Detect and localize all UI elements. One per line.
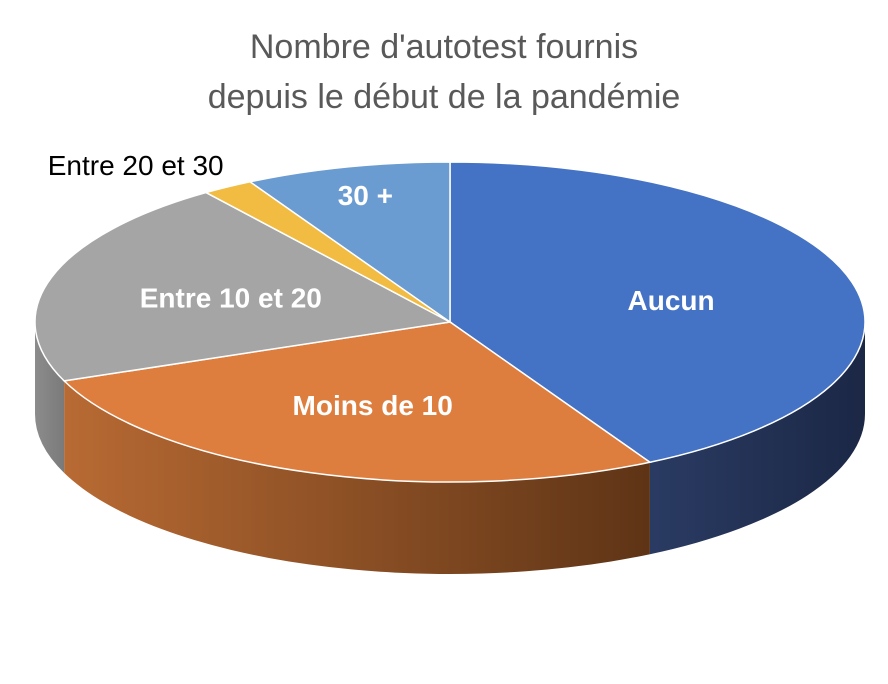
slice-side-aucun [649,322,865,555]
slice-aucun [449,161,866,464]
slice-entre-10-et-20 [34,191,453,382]
slice-30 [248,161,451,324]
slice-side-moins-de-10 [64,380,650,574]
slice-label-moins-de-10: Moins de 10 [293,390,453,421]
slice-moins-de-10 [62,321,652,483]
chart-title-line-2: depuis le début de la pandémie [207,78,681,116]
slice-label-entre-20-et-30: Entre 20 et 30 [48,150,224,181]
slice-label-entre-10-et-20: Entre 10 et 20 [140,282,322,313]
chart-title-line-1: Nombre d'autotest fournis [249,28,639,66]
slice-label-30: 30 + [338,180,393,211]
slice-side-entre-10-et-20 [35,322,65,473]
slice-label-aucun: Aucun [628,285,715,316]
